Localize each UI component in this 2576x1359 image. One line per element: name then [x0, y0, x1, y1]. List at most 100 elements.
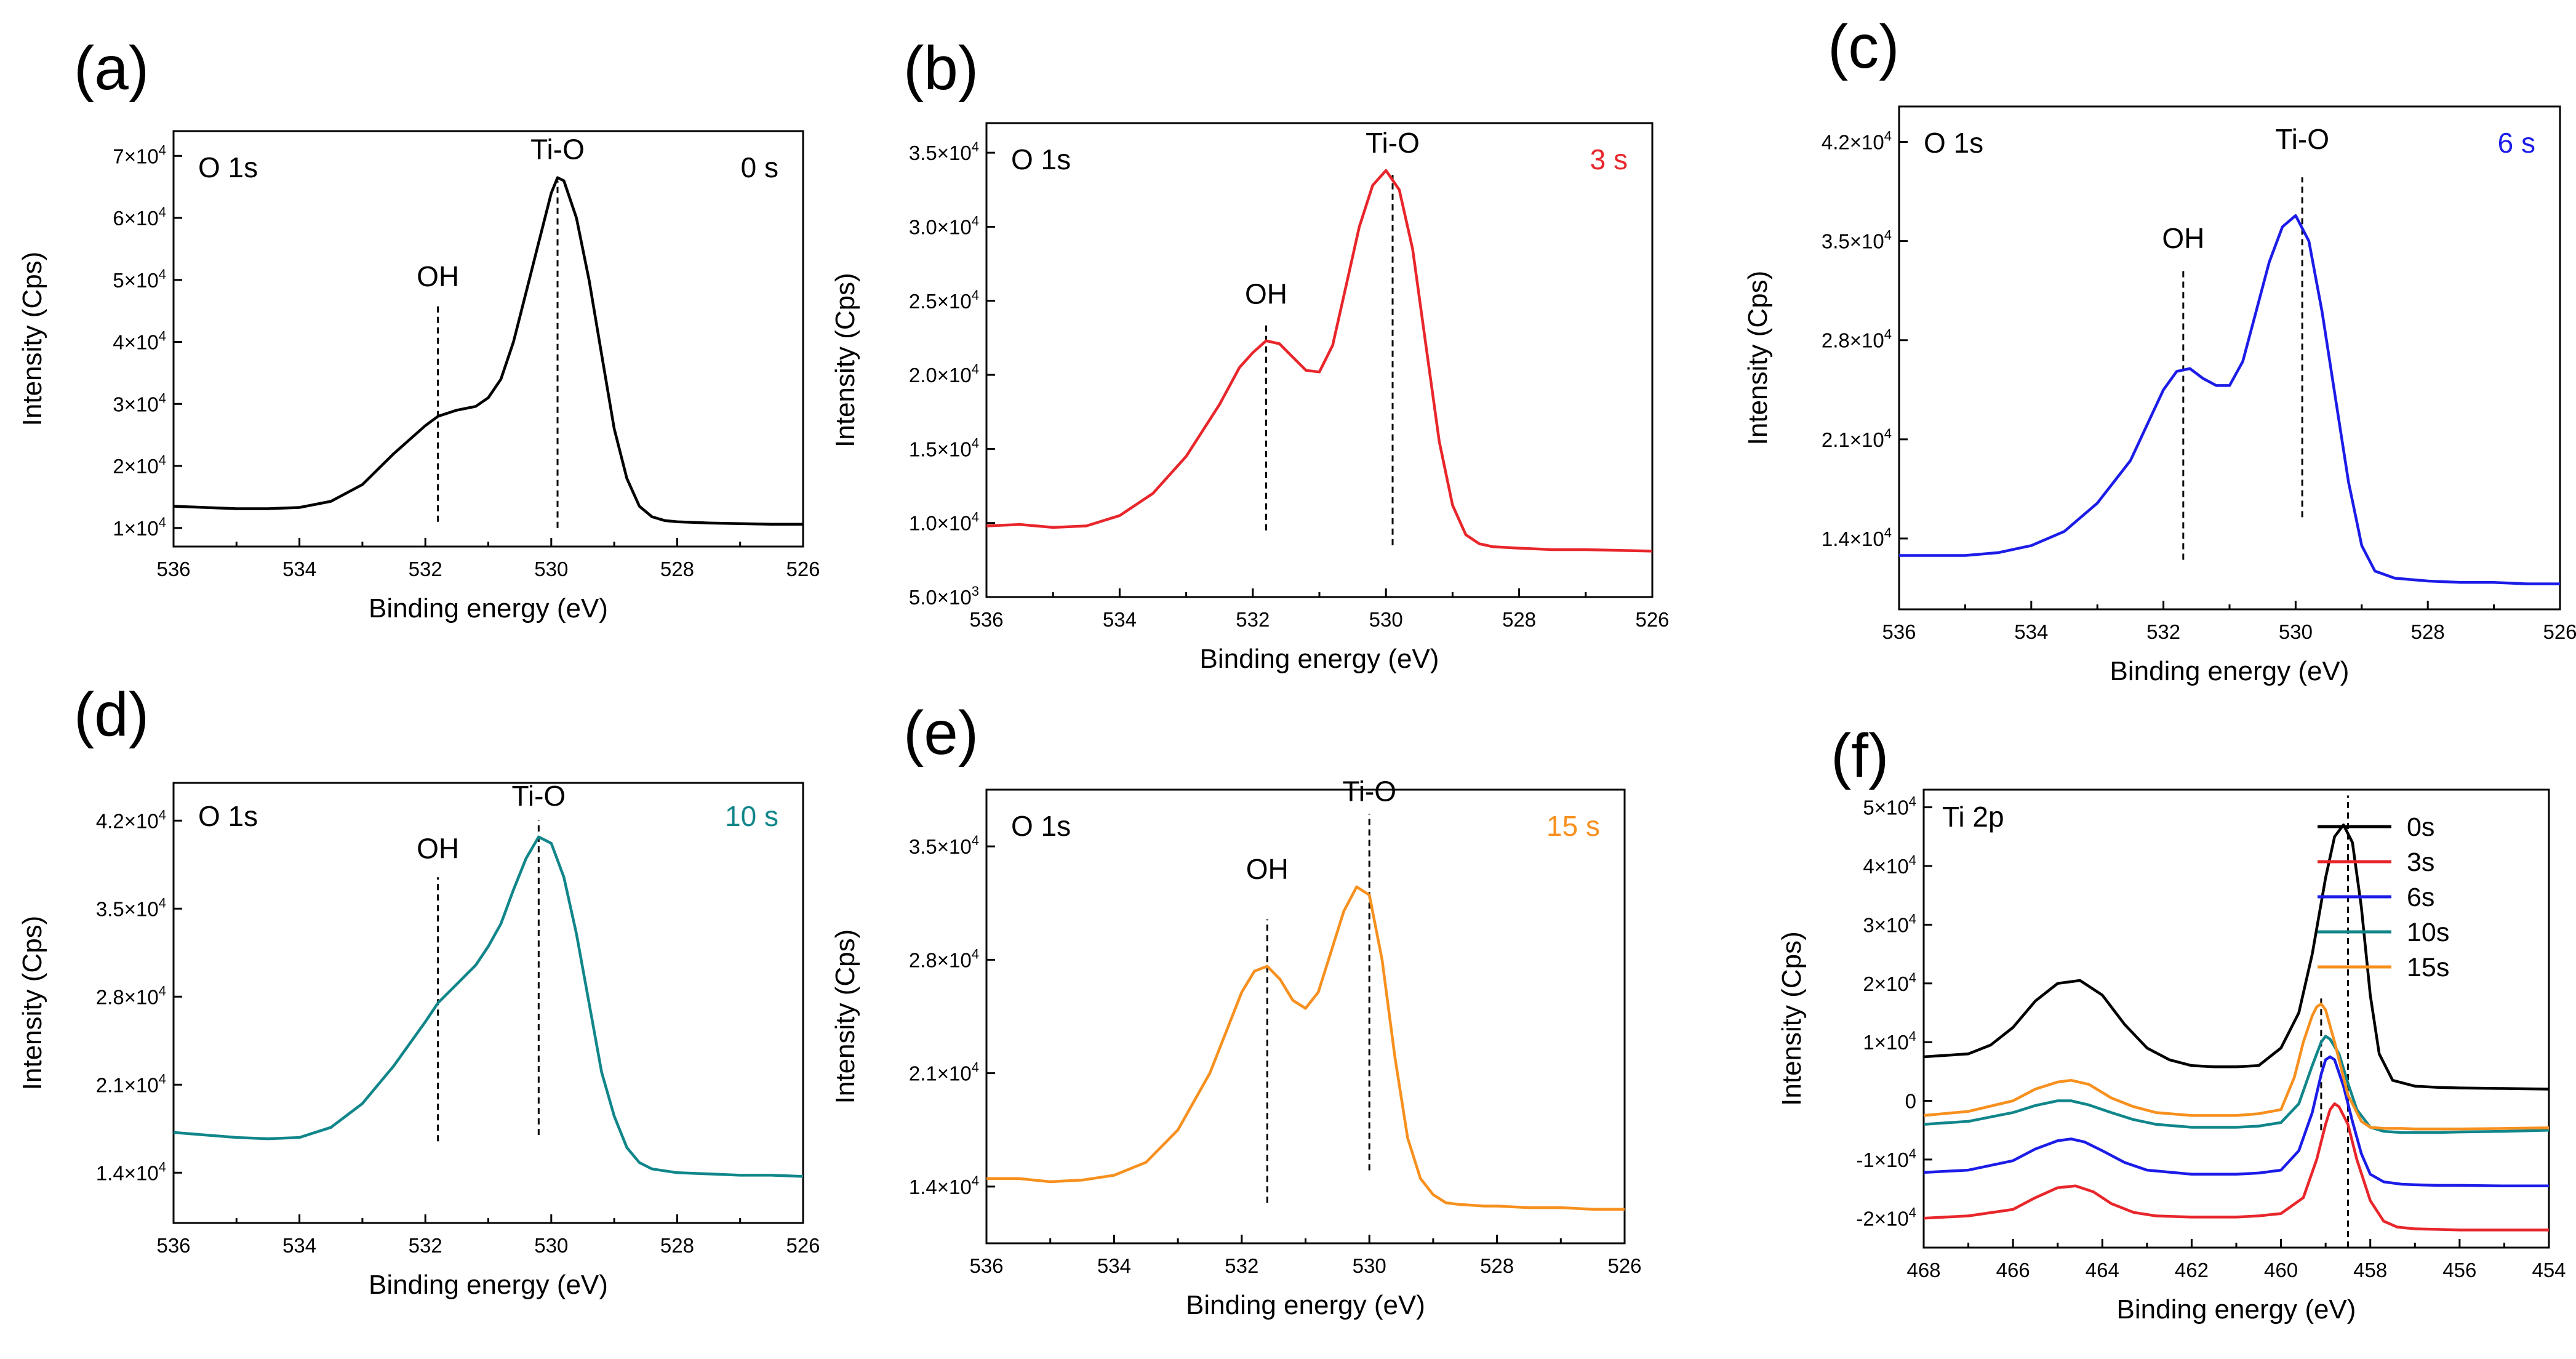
y-tick-label: 1.0×104 [909, 510, 979, 535]
x-tick-label: 530 [534, 1234, 568, 1257]
chart-panel-c: (c) 536 534 532 530 528 526 1.4×104 2.1×104 2.8×1… [1743, 12, 2576, 686]
y-tick-label: 6×104 [113, 204, 166, 230]
legend: 0s 3s 6s 10s 15s [2318, 812, 2449, 982]
y-axis-title: Intensity (Cps) [17, 916, 47, 1091]
region-label: O 1s [198, 151, 258, 183]
region-label: O 1s [198, 800, 258, 832]
chart-panel-e: (e) 536 534 532 530 528 526 1.4×104 2.1×104 2.8×1… [830, 699, 1642, 1320]
peak-label: OH [1246, 853, 1289, 885]
legend-label-0s: 0s [2407, 812, 2434, 842]
x-tick-label: 526 [1607, 1254, 1641, 1277]
panel-letter: (d) [74, 680, 149, 749]
peak-label: Ti-O [1366, 127, 1420, 159]
series-line-10s [1924, 1035, 2549, 1134]
y-tick-label: 5×104 [1863, 794, 1916, 819]
region-label: O 1s [1924, 127, 1983, 159]
chart-panel-f: (f) 468 466 464 462 460 458 456 454 -2×104 -1×104 0… [1777, 721, 2566, 1325]
y-tick-label: 0 [1905, 1090, 1916, 1113]
series-line-3s [986, 169, 1652, 553]
chart-panel-d: (d) 536 534 532 530 528 526 1.4×104 2.1×104 2.8×1… [17, 680, 820, 1300]
y-tick-label: -1×104 [1856, 1146, 1916, 1171]
series-line-3s [1924, 1102, 2549, 1232]
plot-frame [172, 130, 804, 548]
x-tick-label: 536 [1882, 620, 1916, 643]
y-tick-label: 3.5×104 [1822, 228, 1892, 253]
panel-letter: (b) [903, 34, 978, 103]
x-tick-label: 532 [409, 1234, 442, 1257]
y-tick-label: 2.5×104 [909, 287, 979, 313]
chart-panel-a: (a) 536 534 532 530 528 526 1×104 2×104 3×104 4×10… [17, 34, 820, 623]
x-axis-title: Binding energy (eV) [2110, 656, 2350, 686]
panels: (a) 536 534 532 530 528 526 1×104 2×104 3×104 4×10… [17, 12, 2576, 1325]
x-tick-label: 526 [1635, 608, 1669, 631]
panel-letter: (a) [74, 34, 149, 103]
y-tick-label: 1.5×104 [909, 435, 979, 460]
plot-frame [1922, 788, 2550, 1249]
y-tick-label: 2.1×104 [1822, 426, 1892, 451]
peak-label: Ti-O [530, 133, 585, 165]
y-tick-label: 4×104 [113, 329, 166, 354]
x-tick-label: 462 [2175, 1259, 2209, 1281]
y-tick-label: 5.0×103 [909, 583, 979, 609]
y-tick-label: 4.2×104 [1822, 129, 1892, 154]
x-tick-label: 530 [1369, 608, 1403, 631]
peak-label: OH [417, 833, 459, 865]
peak-label: Ti-O [1342, 775, 1396, 807]
series-line-10s [174, 835, 803, 1178]
time-label: 6 s [2498, 127, 2535, 159]
x-tick-label: 526 [786, 558, 820, 580]
y-tick-label: 3.5×104 [96, 895, 166, 920]
region-label: O 1s [1011, 143, 1071, 175]
region-label: O 1s [1011, 810, 1071, 842]
panel-letter: (f) [1831, 721, 1889, 790]
time-label: 15 s [1546, 810, 1600, 842]
y-axis-title: Intensity (Cps) [17, 252, 47, 427]
y-tick-label: 3.5×104 [909, 139, 979, 164]
legend-label-3s: 3s [2407, 848, 2434, 877]
x-tick-label: 534 [2014, 620, 2048, 643]
y-tick-label: 3.0×104 [909, 213, 979, 238]
y-axis-title: Intensity (Cps) [1777, 931, 1807, 1106]
x-tick-label: 536 [969, 608, 1003, 631]
x-tick-label: 466 [1996, 1259, 2030, 1281]
series-line-6s [1924, 1055, 2549, 1188]
x-axis-title: Binding energy (eV) [2117, 1294, 2356, 1325]
y-tick-label: 2.8×104 [1822, 327, 1892, 352]
y-tick-label: -2×104 [1856, 1205, 1916, 1230]
x-tick-label: 536 [156, 1234, 190, 1257]
y-tick-label: 2.8×104 [909, 946, 979, 971]
y-tick-label: 1×104 [1863, 1028, 1916, 1054]
x-axis-title: Binding energy (eV) [1186, 1290, 1425, 1320]
y-tick-label: 3×104 [113, 390, 166, 415]
plot-frame [172, 782, 804, 1224]
x-tick-label: 454 [2532, 1259, 2566, 1281]
x-tick-label: 534 [1103, 608, 1137, 631]
peak-label: OH [2162, 222, 2204, 254]
time-label: 0 s [741, 151, 778, 183]
x-tick-label: 532 [2146, 620, 2180, 643]
x-tick-label: 534 [1097, 1254, 1131, 1277]
plot-frame [985, 788, 1626, 1245]
y-axis-title: Intensity (Cps) [830, 929, 860, 1104]
y-axis-title: Intensity (Cps) [830, 273, 860, 447]
x-axis-title: Binding energy (eV) [1200, 644, 1439, 674]
x-axis-title: Binding energy (eV) [369, 593, 608, 623]
x-axis-title: Binding energy (eV) [369, 1270, 608, 1300]
legend-label-6s: 6s [2407, 883, 2434, 912]
time-label: 3 s [1590, 143, 1628, 175]
x-tick-label: 526 [2543, 620, 2576, 643]
y-tick-label: 1×104 [113, 515, 166, 540]
x-tick-label: 534 [282, 1234, 316, 1257]
x-tick-label: 528 [660, 1234, 694, 1257]
y-tick-label: 2.1×104 [96, 1071, 166, 1096]
x-tick-label: 458 [2353, 1259, 2387, 1281]
x-tick-label: 532 [409, 558, 442, 580]
series-line-15s [1924, 1002, 2549, 1131]
y-tick-label: 1.4×104 [909, 1173, 979, 1198]
y-axis-title: Intensity (Cps) [1743, 271, 1773, 446]
x-tick-label: 456 [2442, 1259, 2476, 1281]
y-tick-label: 1.4×104 [1822, 525, 1892, 550]
x-tick-label: 528 [1502, 608, 1536, 631]
legend-label-15s: 15s [2407, 953, 2449, 982]
